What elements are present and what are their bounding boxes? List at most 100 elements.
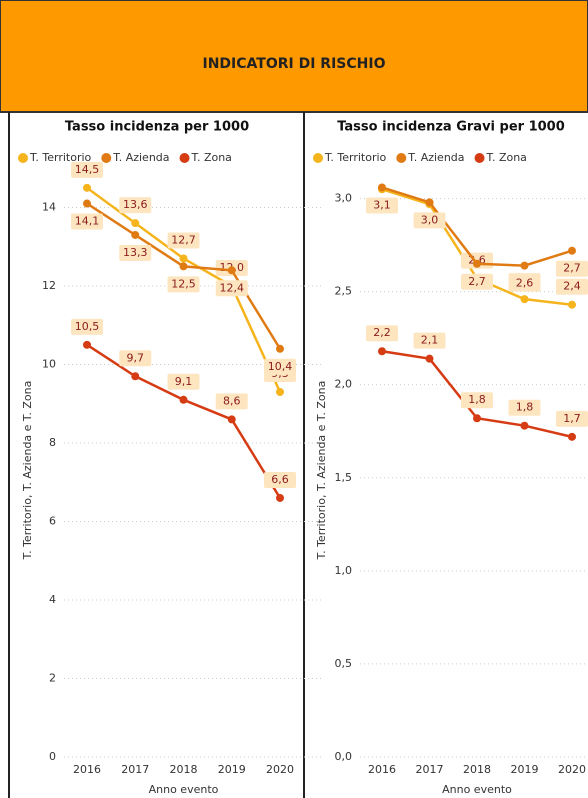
y-tick-label: 6 bbox=[49, 514, 56, 527]
data-label-bg bbox=[413, 212, 446, 229]
data-label-bg bbox=[215, 280, 248, 297]
chart-panel: Tasso incidenza Gravi per 1000 T. Territo… bbox=[313, 120, 588, 796]
data-label-bg bbox=[264, 471, 296, 488]
y-tick-label: 4 bbox=[49, 593, 56, 606]
chart-panel: Tasso incidenza per 1000 T. Territorio T. … bbox=[18, 120, 324, 796]
data-label-bg bbox=[215, 393, 248, 410]
y-tick-label: 1,0 bbox=[335, 564, 353, 577]
data-point bbox=[568, 432, 576, 441]
data-point bbox=[179, 254, 188, 263]
x-tick-label: 2018 bbox=[170, 763, 198, 776]
data-point bbox=[520, 421, 529, 430]
data-label: 9,7 bbox=[127, 351, 145, 364]
x-tick-label: 2016 bbox=[73, 763, 101, 776]
y-tick-label: 2 bbox=[49, 671, 56, 684]
x-axis-title: Anno evento bbox=[442, 783, 512, 796]
data-label-bg bbox=[556, 410, 588, 427]
data-label: 12,7 bbox=[171, 234, 196, 247]
data-label-bg bbox=[167, 232, 200, 249]
x-tick-label: 2018 bbox=[463, 763, 491, 776]
legend-marker bbox=[396, 153, 407, 163]
data-label-bg bbox=[556, 278, 588, 295]
x-tick-label: 2019 bbox=[511, 763, 539, 776]
y-tick-label: 0,5 bbox=[335, 657, 353, 670]
data-point bbox=[520, 295, 529, 304]
y-tick-label: 14 bbox=[42, 200, 56, 213]
y-tick-label: 3,0 bbox=[335, 192, 353, 205]
data-label: 13,3 bbox=[123, 246, 148, 259]
y-tick-label: 8 bbox=[49, 436, 56, 449]
legend-marker bbox=[101, 153, 112, 163]
legend-label: T. Zona bbox=[191, 151, 232, 164]
x-axis-title: Anno evento bbox=[149, 783, 219, 796]
data-label-bg bbox=[119, 350, 152, 367]
data-point bbox=[276, 387, 284, 396]
data-label: 14,5 bbox=[75, 163, 100, 176]
y-tick-label: 0,0 bbox=[335, 750, 353, 763]
data-label-bg bbox=[461, 273, 493, 290]
data-point bbox=[473, 414, 481, 423]
y-axis-title: T. Territorio, T. Azienda e T. Zona bbox=[315, 381, 328, 561]
data-point bbox=[520, 261, 529, 270]
data-label: 8,6 bbox=[223, 394, 241, 407]
legend-label: T. Territorio bbox=[29, 151, 92, 164]
data-label: 6,6 bbox=[271, 473, 289, 486]
y-tick-label: 10 bbox=[42, 357, 56, 370]
data-point bbox=[131, 219, 140, 228]
data-label-bg bbox=[167, 373, 200, 390]
x-tick-label: 2017 bbox=[121, 763, 149, 776]
data-label-bg bbox=[366, 197, 398, 214]
legend-marker bbox=[474, 153, 485, 163]
data-point bbox=[276, 344, 284, 353]
data-point bbox=[425, 198, 434, 207]
chart-title: Tasso incidenza Gravi per 1000 bbox=[337, 120, 565, 135]
data-label-bg bbox=[508, 399, 541, 416]
data-label: 3,1 bbox=[373, 198, 391, 211]
legend-label: T. Azienda bbox=[112, 151, 169, 164]
data-label: 1,8 bbox=[468, 393, 486, 406]
y-tick-label: 0 bbox=[49, 750, 56, 763]
data-label-bg bbox=[556, 260, 588, 277]
data-point bbox=[473, 259, 481, 268]
data-label: 14,1 bbox=[75, 215, 100, 228]
y-tick-label: 1,5 bbox=[335, 471, 353, 484]
legend-marker bbox=[313, 153, 323, 163]
data-label-bg bbox=[264, 358, 296, 375]
data-label-bg bbox=[366, 325, 398, 342]
data-point bbox=[227, 266, 236, 275]
data-point bbox=[179, 262, 188, 271]
data-label-bg bbox=[71, 318, 103, 335]
data-label: 1,8 bbox=[516, 401, 534, 414]
data-point bbox=[83, 199, 91, 208]
data-label: 2,2 bbox=[373, 326, 391, 339]
header-band bbox=[0, 0, 588, 113]
data-label: 2,7 bbox=[468, 275, 486, 288]
data-label: 1,7 bbox=[563, 412, 581, 425]
data-label: 2,6 bbox=[516, 277, 534, 290]
data-point bbox=[568, 246, 576, 255]
data-label-bg bbox=[508, 275, 541, 292]
y-tick-label: 2,0 bbox=[335, 378, 353, 391]
data-label: 3,0 bbox=[421, 213, 439, 226]
data-label: 9,1 bbox=[175, 375, 193, 388]
data-label: 10,4 bbox=[268, 360, 293, 373]
data-point bbox=[378, 347, 386, 356]
x-tick-label: 2016 bbox=[368, 763, 396, 776]
data-label-bg bbox=[119, 197, 152, 214]
y-tick-label: 2,5 bbox=[335, 285, 353, 298]
y-axis-title: T. Territorio, T. Azienda e T. Zona bbox=[21, 381, 34, 561]
series-line bbox=[86, 343, 282, 499]
data-label: 12,5 bbox=[171, 277, 196, 290]
data-label: 2,7 bbox=[563, 262, 581, 275]
data-label: 13,6 bbox=[123, 198, 148, 211]
data-label: 12,4 bbox=[220, 281, 245, 294]
data-label-bg bbox=[167, 276, 200, 293]
data-point bbox=[83, 183, 91, 192]
data-label-bg bbox=[119, 244, 152, 261]
data-point bbox=[425, 354, 434, 363]
data-point bbox=[131, 230, 140, 239]
legend-marker bbox=[179, 153, 190, 163]
data-label-bg bbox=[413, 332, 446, 349]
data-label: 2,1 bbox=[421, 334, 439, 347]
